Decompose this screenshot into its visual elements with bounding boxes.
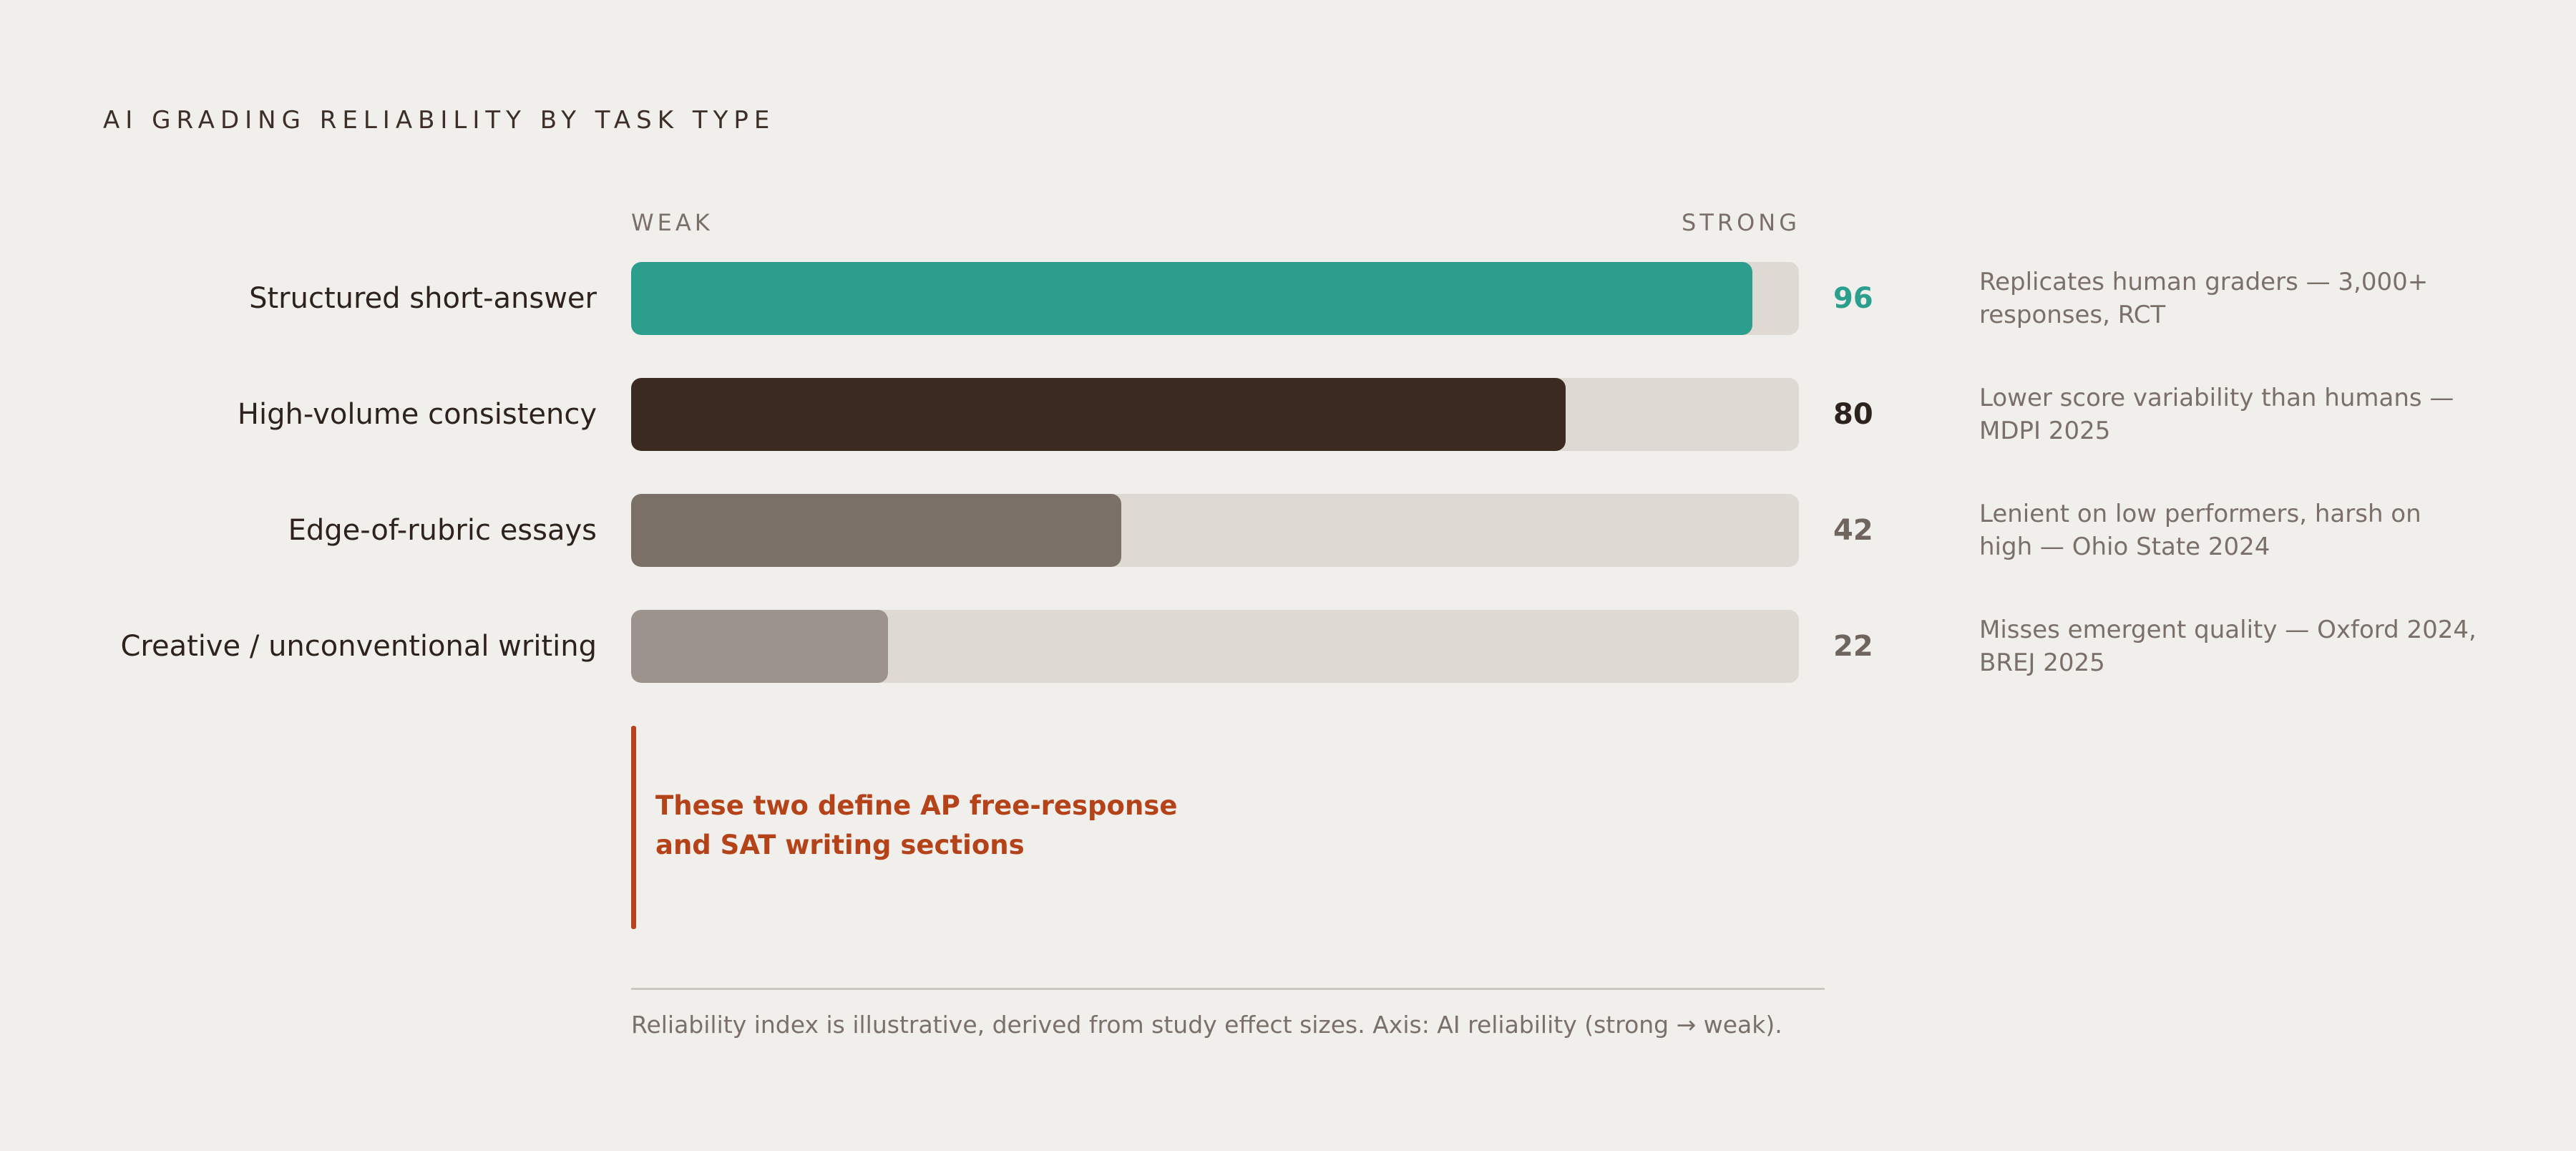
footnote-divider [631, 988, 1825, 990]
bar [631, 378, 1566, 451]
axis-strong-label: STRONG [1682, 209, 1801, 236]
bar-track [631, 262, 1799, 335]
bar-track [631, 378, 1799, 451]
chart-title: AI GRADING RELIABILITY BY TASK TYPE [103, 106, 776, 135]
bar-track [631, 494, 1799, 567]
bar-row: High-volume consistency 80 Lower score var… [0, 378, 2576, 451]
source-annotation: Misses emergent quality — Oxford 2024, B… [1979, 616, 2477, 677]
callout-text: These two define AP free-response and SA… [655, 790, 1178, 860]
callout-accent-bar [631, 726, 636, 929]
value-label: 42 [1833, 514, 1873, 547]
source-annotation: Replicates human graders — 3,000+ respon… [1979, 268, 2429, 329]
source-annotation: Lenient on low performers, harsh on high… [1979, 500, 2421, 561]
bar [631, 610, 889, 683]
bar [631, 262, 1752, 335]
value-label: 96 [1833, 282, 1873, 315]
bar [631, 494, 1122, 567]
axis-weak-label: WEAK [631, 209, 713, 236]
category-label: Edge-of-rubric essays [288, 514, 597, 547]
category-label: High-volume consistency [237, 398, 597, 431]
value-label: 22 [1833, 630, 1873, 663]
value-label: 80 [1833, 398, 1873, 431]
bar-track [631, 610, 1799, 683]
category-label: Creative / unconventional writing [120, 630, 597, 663]
category-label: Structured short-answer [249, 282, 597, 315]
footnote: Reliability index is illustrative, deriv… [631, 1011, 1782, 1039]
bar-row: Creative / unconventional writing 22 Misse… [0, 610, 2576, 683]
source-annotation: Lower score variability than humans — MD… [1979, 384, 2454, 445]
bar-row: Structured short-answer 96 Replicates huma… [0, 262, 2576, 335]
bar-row: Edge-of-rubric essays 42 Lenient on low pe… [0, 494, 2576, 567]
